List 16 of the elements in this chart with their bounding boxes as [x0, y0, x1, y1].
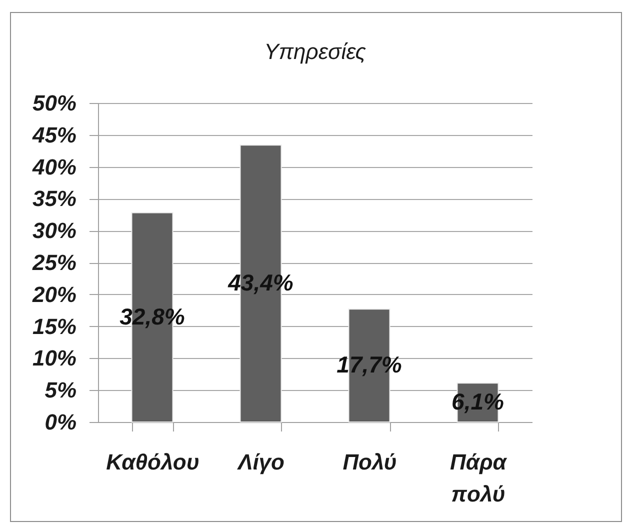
y-tick-label: 35%	[32, 186, 76, 212]
chart-title: Υπηρεσίες	[264, 39, 366, 64]
x-tick-label: Λίγο	[237, 450, 284, 474]
y-tick-label: 40%	[31, 154, 76, 180]
y-tick-label: 30%	[32, 218, 76, 244]
y-tick-label: 25%	[31, 250, 76, 275]
y-tick-label: 10%	[32, 346, 76, 371]
y-tick-label: 45%	[31, 122, 76, 148]
y-tick-label: 20%	[31, 282, 76, 307]
x-tick-label: Καθόλου	[106, 450, 200, 474]
x-tick-label: Πάρα πολύ	[450, 450, 508, 506]
y-tick-label: 0%	[44, 410, 76, 434]
y-tick-label: 50%	[32, 90, 76, 116]
x-tick-label: Πολύ	[342, 450, 397, 474]
y-tick-label: 5%	[44, 378, 76, 403]
y-tick-label: 15%	[32, 314, 76, 339]
